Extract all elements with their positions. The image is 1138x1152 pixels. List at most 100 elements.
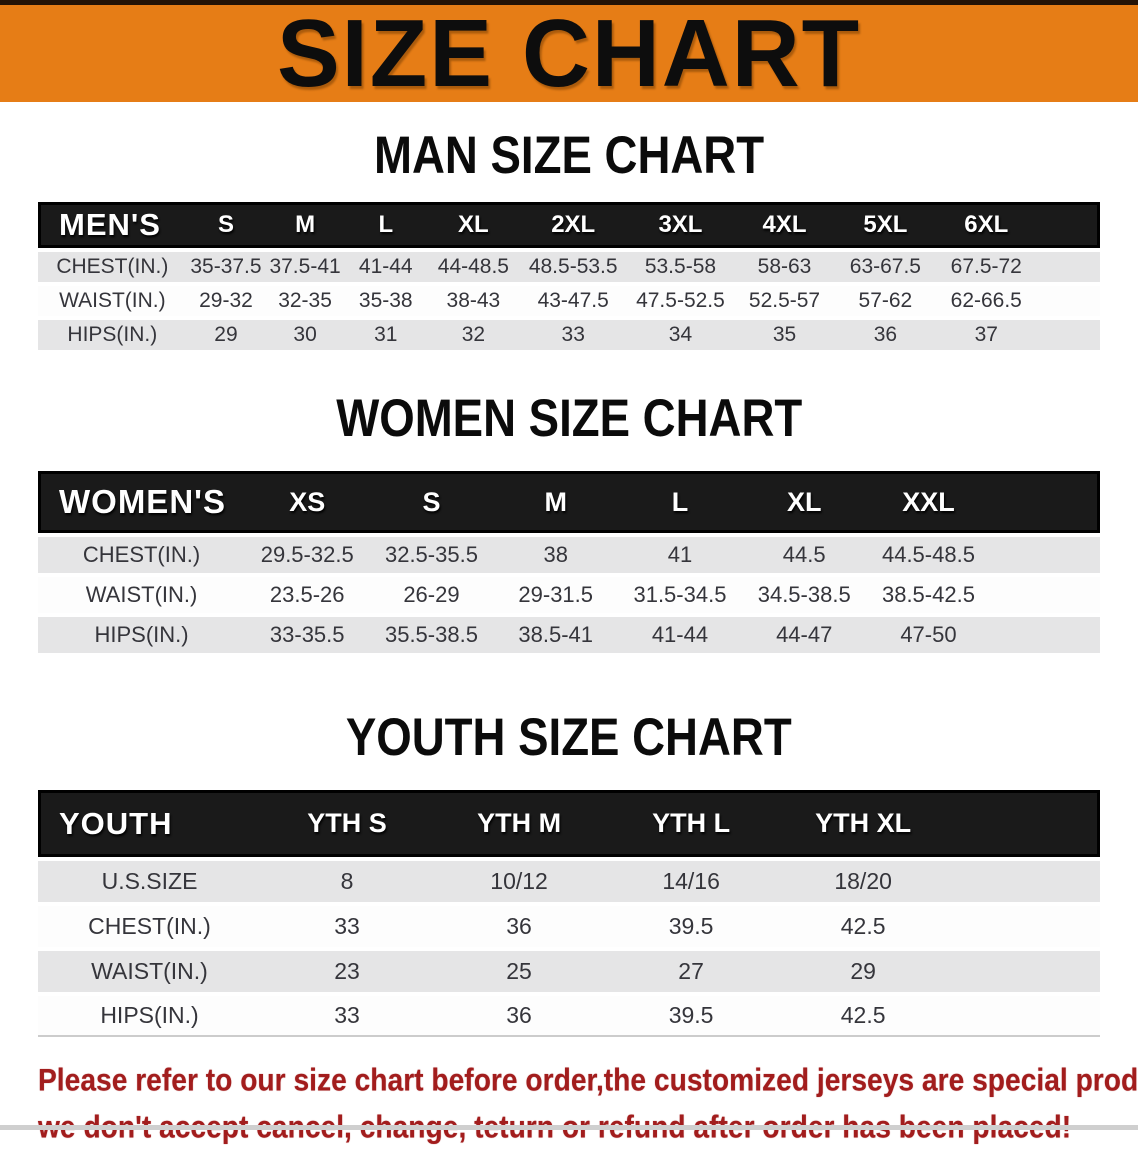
- women-size-table: WOMEN'S XS S M L XL XXL CHEST(IN.) 29.5-…: [38, 471, 1100, 653]
- value-cell: 53.5-58: [626, 248, 735, 282]
- value-cell: 39.5: [605, 992, 778, 1037]
- value-cell: 8: [261, 857, 434, 902]
- value-cell: 63-67.5: [834, 248, 937, 282]
- row-label: HIPS(IN.): [38, 992, 262, 1037]
- size-column-header: S: [186, 202, 266, 248]
- value-cell: 29-31.5: [493, 573, 618, 613]
- disclaimer: Please refer to our size chart before or…: [38, 1057, 1138, 1151]
- table-row: U.S.SIZE 8 10/12 14/16 18/20: [38, 857, 1100, 902]
- value-cell: 29: [777, 947, 950, 992]
- size-column-header: YTH M: [433, 790, 606, 857]
- table-row: CHEST(IN.) 33 36 39.5 42.5: [38, 902, 1100, 947]
- women-section-heading: WOMEN SIZE CHART: [0, 388, 1138, 447]
- value-cell: 57-62: [834, 282, 937, 316]
- table-row: WAIST(IN.) 23 25 27 29: [38, 947, 1100, 992]
- filler-cell: [1036, 316, 1100, 350]
- value-cell: 38-43: [426, 282, 521, 316]
- top-border-strip: [0, 0, 1138, 5]
- size-column-header: XXL: [866, 471, 991, 533]
- value-cell: 38.5-41: [493, 613, 618, 653]
- size-column-header: YTH S: [261, 790, 434, 857]
- value-cell: 18/20: [777, 857, 950, 902]
- value-cell: 37: [936, 316, 1037, 350]
- bottom-border-strip: [0, 1125, 1138, 1130]
- banner-title: SIZE CHART: [276, 0, 862, 107]
- table-row: HIPS(IN.) 33 36 39.5 42.5: [38, 992, 1100, 1037]
- value-cell: 41: [617, 533, 743, 573]
- value-cell: 41-44: [617, 613, 743, 653]
- size-column-header: YTH XL: [777, 790, 950, 857]
- size-column-header: L: [344, 202, 427, 248]
- size-column-header: 3XL: [626, 202, 735, 248]
- filler-cell: [990, 533, 1100, 573]
- value-cell: 33: [261, 902, 434, 947]
- table-row: CHEST(IN.) 29.5-32.5 32.5-35.5 38 41 44.…: [38, 533, 1100, 573]
- filler-cell: [949, 992, 1100, 1037]
- row-label: HIPS(IN.): [38, 316, 187, 350]
- value-cell: 29.5-32.5: [245, 533, 370, 573]
- size-column-header: YTH L: [605, 790, 778, 857]
- value-cell: 32: [426, 316, 521, 350]
- row-label: WAIST(IN.): [38, 573, 246, 613]
- banner: SIZE CHART: [0, 5, 1138, 102]
- table-row: CHEST(IN.) 35-37.5 37.5-41 41-44 44-48.5…: [38, 248, 1100, 282]
- women-heading-text: WOMEN SIZE CHART: [335, 387, 802, 448]
- value-cell: 32.5-35.5: [369, 533, 494, 573]
- value-cell: 67.5-72: [936, 248, 1037, 282]
- value-cell: 37.5-41: [265, 248, 345, 282]
- value-cell: 33-35.5: [245, 613, 370, 653]
- value-cell: 23.5-26: [245, 573, 370, 613]
- value-cell: 52.5-57: [734, 282, 835, 316]
- filler-cell: [1036, 248, 1100, 282]
- men-heading-text: MAN SIZE CHART: [373, 124, 765, 185]
- filler-cell: [990, 471, 1100, 533]
- size-column-header: 6XL: [936, 202, 1037, 248]
- value-cell: 35.5-38.5: [369, 613, 494, 653]
- filler-cell: [949, 790, 1100, 857]
- filler-cell: [1036, 202, 1100, 248]
- table-row: HIPS(IN.) 29 30 31 32 33 34 35 36 37: [38, 316, 1100, 350]
- row-label: CHEST(IN.): [38, 533, 246, 573]
- youth-section-heading: YOUTH SIZE CHART: [0, 707, 1138, 766]
- size-column-header: 5XL: [834, 202, 937, 248]
- filler-cell: [949, 902, 1100, 947]
- value-cell: 23: [261, 947, 434, 992]
- value-cell: 47.5-52.5: [626, 282, 735, 316]
- men-header-row: MEN'S S M L XL 2XL 3XL 4XL 5XL 6XL: [38, 202, 1100, 248]
- value-cell: 34: [626, 316, 735, 350]
- size-column-header: M: [265, 202, 345, 248]
- value-cell: 31: [344, 316, 427, 350]
- value-cell: 44-47: [742, 613, 867, 653]
- value-cell: 31.5-34.5: [617, 573, 743, 613]
- filler-cell: [949, 857, 1100, 902]
- women-header-row: WOMEN'S XS S M L XL XXL: [38, 471, 1100, 533]
- filler-cell: [1036, 282, 1100, 316]
- row-label: CHEST(IN.): [38, 902, 262, 947]
- value-cell: 25: [433, 947, 606, 992]
- youth-table-title: YOUTH: [38, 790, 262, 857]
- table-row: HIPS(IN.) 33-35.5 35.5-38.5 38.5-41 41-4…: [38, 613, 1100, 653]
- value-cell: 47-50: [866, 613, 991, 653]
- value-cell: 42.5: [777, 992, 950, 1037]
- value-cell: 43-47.5: [520, 282, 627, 316]
- value-cell: 33: [261, 992, 434, 1037]
- youth-heading-text: YOUTH SIZE CHART: [346, 706, 792, 767]
- disclaimer-line-1: Please refer to our size chart before or…: [38, 1063, 1138, 1098]
- value-cell: 29: [186, 316, 266, 350]
- row-label: WAIST(IN.): [38, 947, 262, 992]
- size-column-header: S: [369, 471, 494, 533]
- value-cell: 38.5-42.5: [866, 573, 991, 613]
- value-cell: 48.5-53.5: [520, 248, 627, 282]
- value-cell: 62-66.5: [936, 282, 1037, 316]
- size-column-header: XL: [742, 471, 867, 533]
- row-label: U.S.SIZE: [38, 857, 262, 902]
- size-column-header: M: [493, 471, 618, 533]
- men-section-heading: MAN SIZE CHART: [0, 125, 1138, 184]
- value-cell: 58-63: [734, 248, 835, 282]
- value-cell: 36: [433, 992, 606, 1037]
- value-cell: 44-48.5: [426, 248, 521, 282]
- filler-cell: [990, 573, 1100, 613]
- value-cell: 39.5: [605, 902, 778, 947]
- value-cell: 10/12: [433, 857, 606, 902]
